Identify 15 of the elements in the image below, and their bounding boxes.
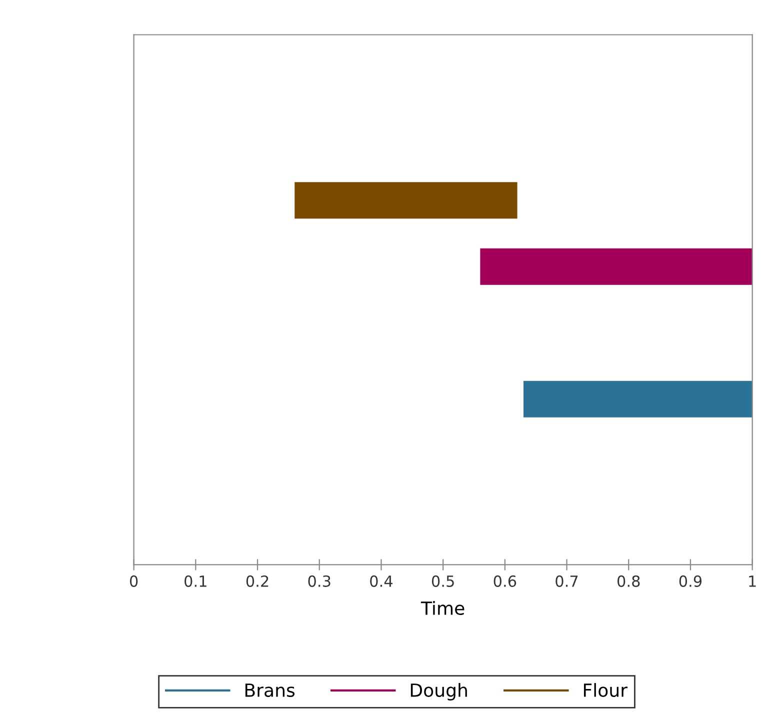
x-tick-label: 0.4 bbox=[370, 575, 393, 587]
x-tick-label: 0.8 bbox=[617, 575, 640, 587]
x-tick-label: 0.3 bbox=[308, 575, 330, 587]
x-tick-label: 0.6 bbox=[494, 575, 516, 587]
legend-label: Flour bbox=[584, 683, 628, 698]
x-tick-label: 0.7 bbox=[556, 575, 578, 587]
x-tick-label: 0 bbox=[130, 575, 138, 587]
x-tick-label: 0.9 bbox=[679, 575, 702, 587]
x-tick-label: 0.5 bbox=[432, 575, 454, 587]
x-tick-label: 1 bbox=[749, 576, 756, 587]
legend-label: Dough bbox=[410, 683, 467, 701]
x-axis-title: Time bbox=[420, 601, 464, 616]
x-tick-label: 0.2 bbox=[246, 575, 268, 587]
x-tick-label: 0.1 bbox=[184, 575, 206, 587]
legend-label: Brans bbox=[245, 684, 295, 698]
